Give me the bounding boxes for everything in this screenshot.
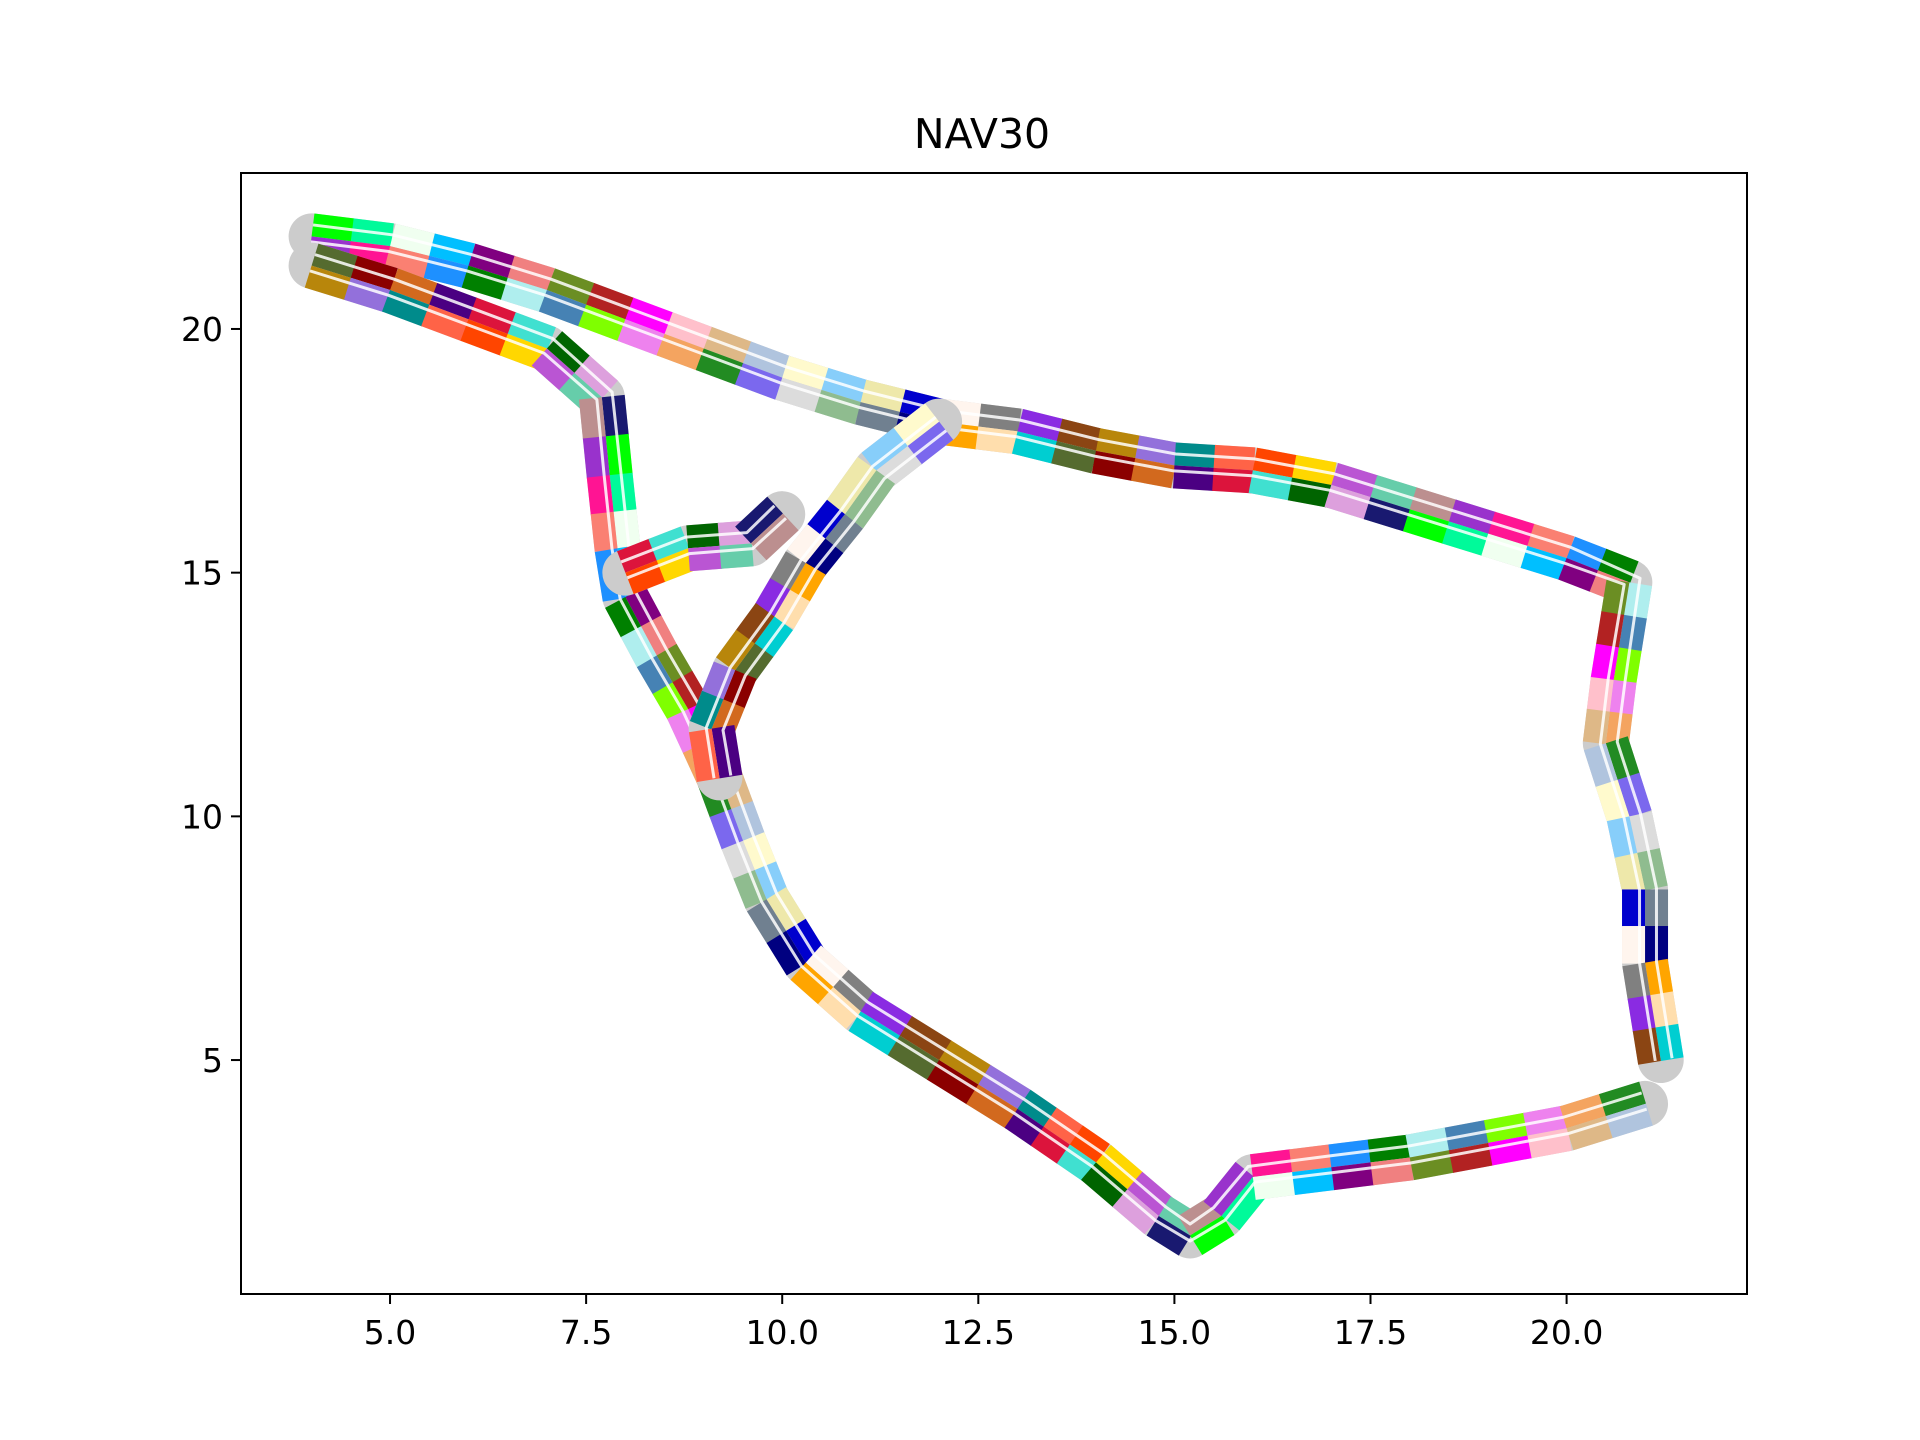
trajectory-patch — [531, 348, 576, 391]
trajectory-patch — [605, 597, 642, 639]
trajectory-patch — [617, 319, 666, 356]
trajectory-patch — [656, 547, 698, 582]
trajectory-patch — [1004, 1108, 1045, 1147]
chart-title: NAV30 — [914, 110, 1050, 158]
trajectory-patch — [701, 661, 736, 701]
trajectory-patch — [1622, 926, 1646, 964]
trajectory-patch — [652, 682, 689, 722]
y-axis: 5 10 15 20 — [181, 310, 241, 1080]
x-tick-label: 17.5 — [1334, 1313, 1407, 1352]
trajectory-patch — [766, 930, 807, 976]
trajectory-patch — [966, 1084, 1019, 1129]
trajectory-patch — [656, 333, 705, 371]
trajectory-patch — [926, 1060, 980, 1105]
x-tick-label: 20.0 — [1530, 1313, 1603, 1352]
trajectory-patch — [625, 560, 666, 595]
y-tick-label: 10 — [181, 797, 223, 836]
trajectory-patch — [787, 524, 826, 564]
y-tick-label: 15 — [181, 554, 223, 593]
trajectory-patch — [806, 499, 845, 540]
trajectory-track — [721, 429, 948, 776]
trajectory-patch — [1146, 1216, 1191, 1256]
trajectory-patch — [620, 626, 658, 668]
trajectory-patch — [1056, 1144, 1097, 1182]
x-tick-label: 12.5 — [942, 1313, 1015, 1352]
trajectory-patch — [716, 629, 755, 671]
trajectory-patch — [734, 363, 784, 400]
trajectory-patch — [719, 543, 754, 569]
trajectory-patch — [636, 655, 673, 695]
trajectory-track — [310, 240, 1657, 1062]
trajectory-patch — [733, 869, 767, 909]
trajectory-track — [312, 223, 1674, 1059]
trajectory-patch — [790, 962, 834, 1005]
plot-area — [288, 213, 1684, 1259]
plot-frame — [240, 172, 1748, 1295]
trajectory-patch — [746, 899, 787, 944]
trajectory-track — [314, 253, 1643, 1226]
trajectory-patch — [1081, 1162, 1129, 1208]
trajectory-patch — [887, 1035, 940, 1081]
x-axis: 5.0 7.5 10.0 12.5 15.0 17.5 20.0 — [364, 1294, 1603, 1352]
trajectory-patch — [709, 809, 744, 850]
x-tick-label: 7.5 — [560, 1313, 612, 1352]
trajectory-patch — [1172, 465, 1215, 491]
x-tick-label: 5.0 — [364, 1313, 416, 1352]
trajectory-track — [620, 504, 776, 564]
trajectory-patch — [754, 578, 791, 618]
trajectory-patch — [1030, 1126, 1071, 1165]
trajectory-patch — [892, 403, 940, 447]
y-tick-label: 5 — [202, 1041, 223, 1080]
trajectory-patch — [460, 319, 509, 356]
trajectory-patch — [848, 1011, 901, 1056]
trajectory-patch — [578, 397, 606, 440]
trajectory-patch — [1582, 708, 1610, 745]
trajectory-patch — [1558, 558, 1599, 593]
trajectory-patch — [688, 545, 723, 572]
trajectory-patch — [421, 304, 470, 342]
trajectory-track — [704, 416, 937, 779]
x-tick-label: 10.0 — [745, 1313, 818, 1352]
trajectory-patch — [769, 551, 806, 591]
trajectory-patch — [1112, 1189, 1160, 1235]
x-tick-label: 15.0 — [1138, 1313, 1211, 1352]
trajectory-patch — [689, 690, 724, 730]
trajectory-patch — [735, 602, 775, 645]
trajectory-patch — [1190, 1215, 1235, 1256]
trajectory-patch — [721, 840, 756, 880]
trajectory-track — [309, 269, 1648, 1243]
trajectory-patch — [861, 427, 908, 471]
trajectory-patch — [1622, 889, 1646, 928]
trajectory-patch — [750, 513, 799, 561]
trajectory-patch — [695, 348, 744, 385]
trajectory-patch — [1586, 677, 1614, 713]
trajectory-patch — [538, 289, 588, 327]
trajectory-patch — [590, 511, 618, 552]
trajectory-patch — [586, 475, 614, 516]
y-tick-label: 20 — [181, 310, 223, 349]
trajectory-patch — [582, 436, 610, 479]
trajectory-patch — [1212, 467, 1254, 494]
trajectory-patch — [381, 289, 431, 327]
trajectory-patch — [825, 456, 877, 515]
trajectory-track — [626, 517, 787, 580]
trajectory-patch — [817, 986, 862, 1030]
trajectory-patch — [578, 304, 627, 342]
